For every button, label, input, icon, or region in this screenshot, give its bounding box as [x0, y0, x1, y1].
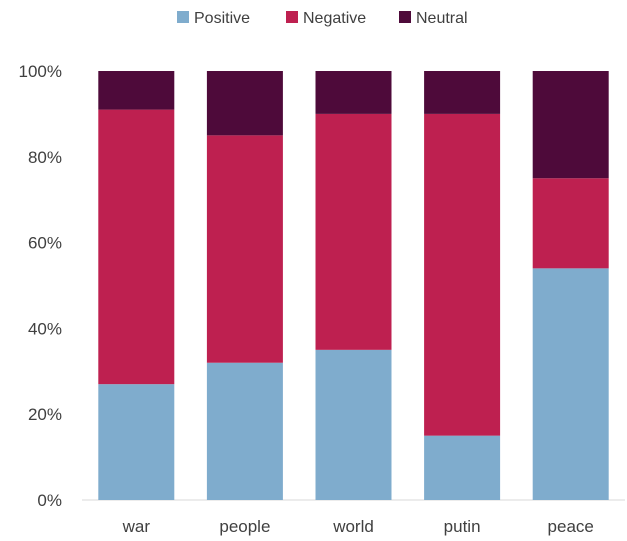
y-tick-label: 40% [28, 319, 62, 338]
bar-negative-peace [532, 178, 609, 269]
legend-swatch-neutral [399, 11, 411, 23]
x-tick-label: war [122, 517, 151, 536]
legend-swatch-positive [177, 11, 189, 23]
bar-positive-peace [532, 268, 609, 500]
bars [98, 71, 609, 500]
bar-positive-people [206, 362, 283, 500]
bar-negative-people [206, 135, 283, 363]
bar-negative-world [315, 113, 392, 350]
legend-label-negative: Negative [303, 10, 366, 27]
bar-positive-world [315, 349, 392, 500]
x-axis: war people world putin peace [122, 517, 594, 536]
bar-positive-putin [424, 435, 501, 500]
y-tick-label: 20% [28, 405, 62, 424]
y-tick-label: 0% [37, 491, 62, 510]
bar-negative-war [98, 109, 175, 385]
legend: Positive Negative Neutral [177, 10, 468, 27]
bar-neutral-world [315, 71, 392, 114]
y-tick-label: 60% [28, 234, 62, 253]
bar-neutral-peace [532, 71, 609, 179]
legend-swatch-negative [286, 11, 298, 23]
bar-neutral-putin [424, 71, 501, 114]
y-tick-label: 80% [28, 148, 62, 167]
bar-neutral-people [206, 71, 283, 136]
x-tick-label: peace [548, 517, 594, 536]
bar-negative-putin [424, 113, 501, 436]
x-tick-label: world [332, 517, 374, 536]
legend-label-neutral: Neutral [416, 10, 468, 27]
y-tick-label: 100% [19, 62, 62, 81]
x-tick-label: putin [444, 517, 481, 536]
x-tick-label: people [219, 517, 270, 536]
bar-positive-war [98, 384, 175, 500]
bar-neutral-war [98, 71, 175, 110]
legend-label-positive: Positive [194, 10, 250, 27]
